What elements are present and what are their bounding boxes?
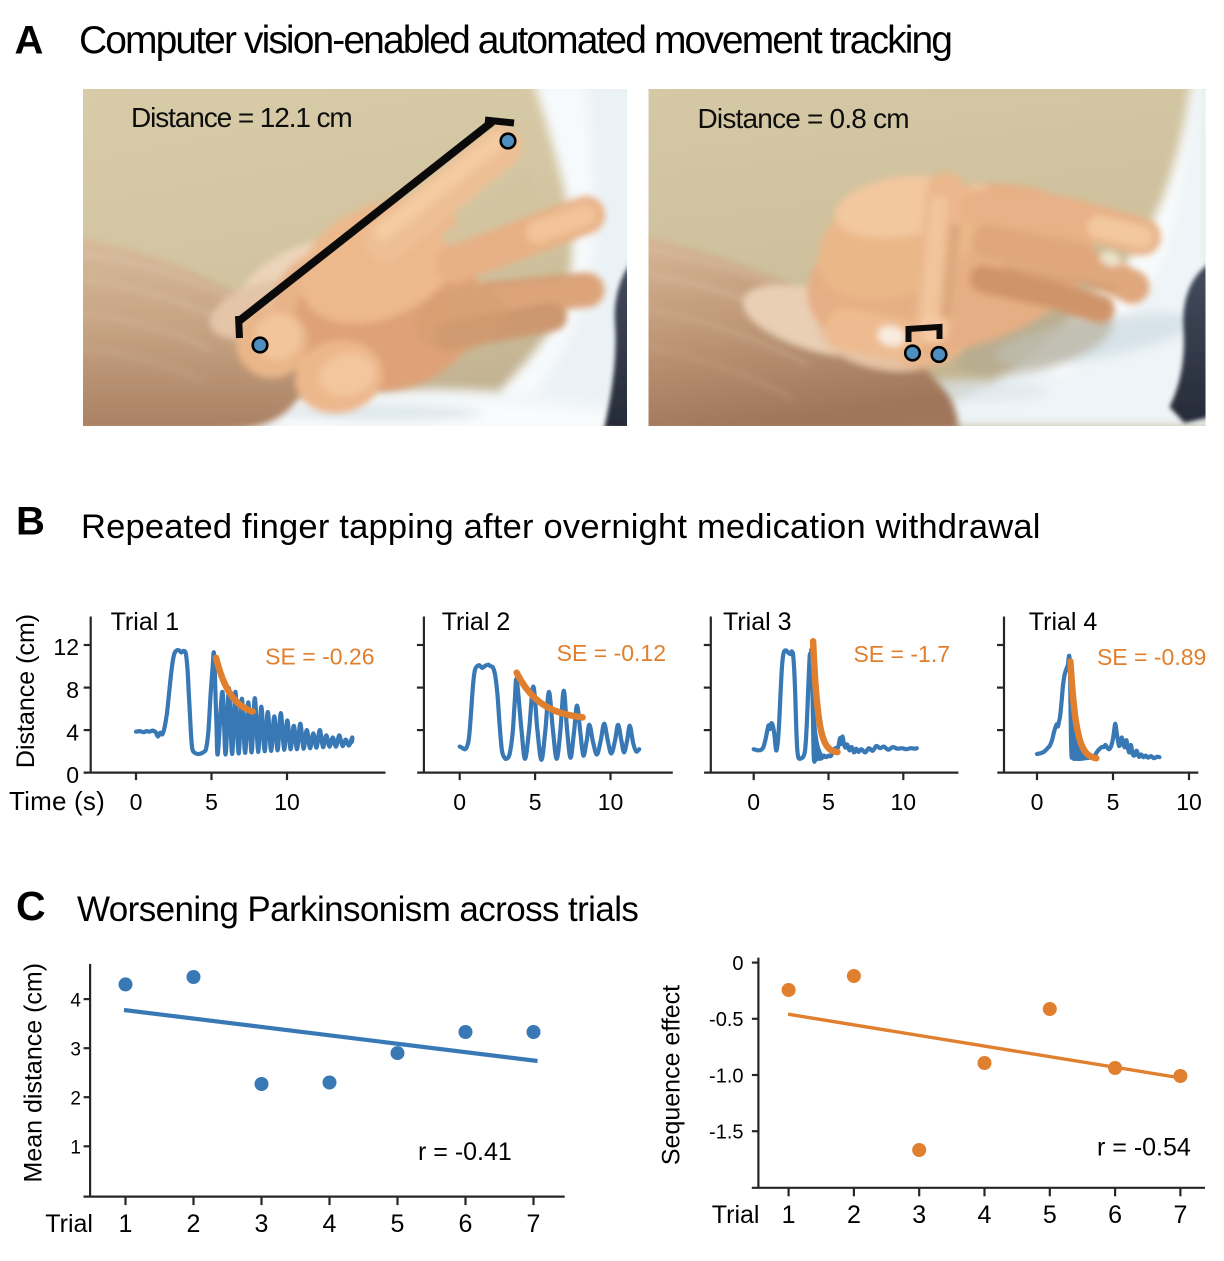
svg-text:6: 6 [459,1210,473,1238]
svg-text:10: 10 [1176,789,1202,815]
svg-text:0: 0 [66,762,79,788]
svg-text:-0.5: -0.5 [709,1009,743,1031]
svg-text:4: 4 [66,719,79,745]
svg-text:r = -0.41: r = -0.41 [418,1138,512,1166]
svg-text:3: 3 [255,1210,269,1238]
svg-text:10: 10 [274,789,300,815]
svg-text:Trial: Trial [712,1201,760,1229]
svg-text:Time (s): Time (s) [9,786,105,816]
svg-text:Distance = 12.1 cm: Distance = 12.1 cm [131,102,352,133]
svg-text:r = -0.54: r = -0.54 [1097,1134,1191,1162]
svg-text:3: 3 [70,1040,81,1061]
svg-text:5: 5 [1043,1201,1057,1229]
svg-text:8: 8 [66,677,79,703]
svg-text:Mean distance (cm): Mean distance (cm) [20,963,48,1183]
svg-text:0: 0 [1031,789,1044,815]
svg-text:-1.5: -1.5 [709,1122,743,1144]
svg-text:C: C [16,883,46,929]
svg-text:Trial 4: Trial 4 [1029,608,1098,636]
svg-text:A: A [15,19,44,63]
svg-text:1: 1 [782,1201,796,1229]
svg-text:10: 10 [891,789,917,815]
svg-text:4: 4 [70,990,81,1011]
svg-text:0: 0 [732,953,743,975]
svg-text:3: 3 [912,1201,926,1229]
svg-text:4: 4 [978,1201,992,1229]
svg-text:Trial 3: Trial 3 [723,608,792,636]
svg-text:4: 4 [323,1210,337,1238]
svg-text:SE = -1.7: SE = -1.7 [853,641,950,667]
svg-text:SE = -0.89: SE = -0.89 [1097,644,1206,670]
svg-text:5: 5 [822,789,835,815]
svg-text:5: 5 [529,789,542,815]
svg-text:0: 0 [453,789,466,815]
svg-text:SE = -0.26: SE = -0.26 [265,643,374,669]
svg-text:5: 5 [391,1210,405,1238]
svg-text:0: 0 [130,789,143,815]
svg-text:7: 7 [1173,1201,1187,1229]
svg-text:2: 2 [847,1201,861,1229]
svg-text:12: 12 [53,634,79,660]
svg-text:1: 1 [70,1138,81,1159]
svg-text:Worsening Parkinsonism across: Worsening Parkinsonism across trials [77,890,638,929]
svg-text:6: 6 [1108,1201,1122,1229]
svg-text:Computer vision-enabled automa: Computer vision-enabled automated moveme… [79,19,951,62]
svg-text:Trial 2: Trial 2 [442,608,511,636]
svg-text:Repeated finger tapping after: Repeated finger tapping after overnight … [81,508,1041,546]
svg-text:Trial: Trial [45,1210,93,1238]
svg-text:1: 1 [119,1210,133,1238]
svg-text:Trial 1: Trial 1 [111,608,180,636]
svg-text:Sequence effect: Sequence effect [658,985,686,1165]
svg-text:SE = -0.12: SE = -0.12 [557,640,666,666]
svg-text:B: B [16,500,45,544]
svg-text:2: 2 [70,1089,81,1110]
svg-text:-1.0: -1.0 [709,1065,743,1087]
svg-text:2: 2 [187,1210,201,1238]
svg-text:0: 0 [747,789,760,815]
svg-text:5: 5 [205,789,218,815]
svg-text:5: 5 [1107,789,1120,815]
svg-text:Distance (cm): Distance (cm) [12,614,40,768]
svg-text:Distance = 0.8 cm: Distance = 0.8 cm [698,103,909,134]
svg-text:10: 10 [598,789,624,815]
svg-text:7: 7 [527,1210,541,1238]
